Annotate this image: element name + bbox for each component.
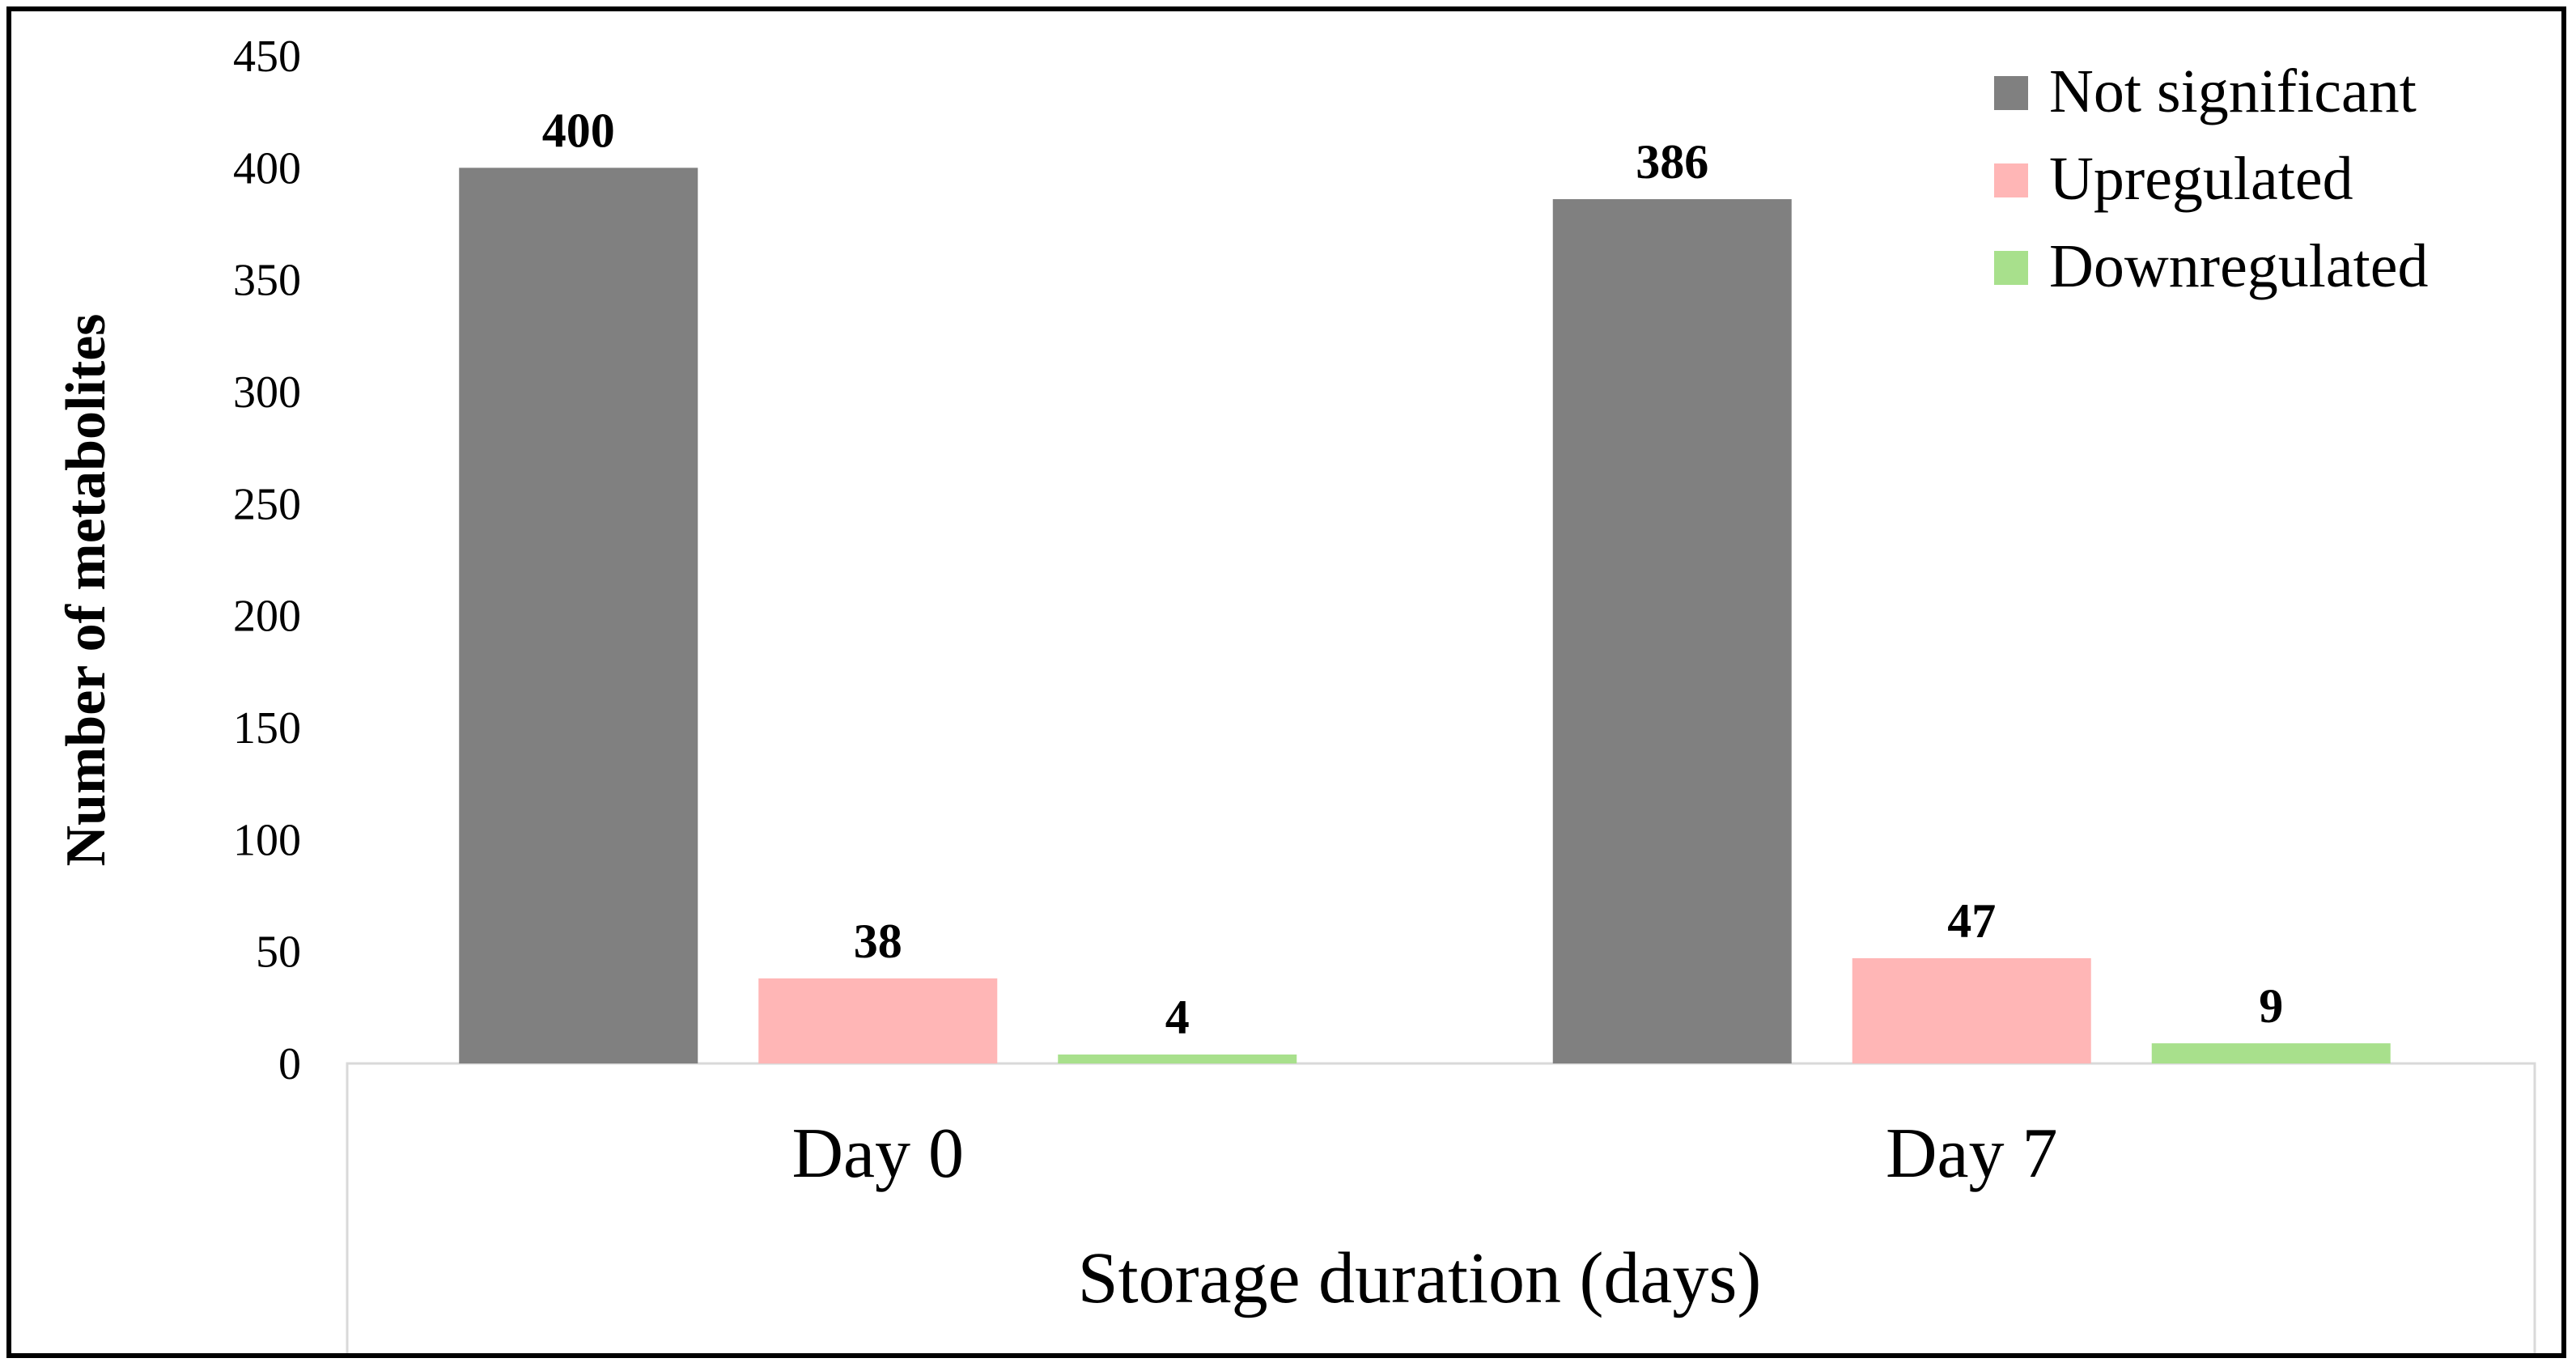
y-axis-ticks: 0 50 100 150 200 250 300 350 400 450 <box>233 32 301 1089</box>
y-tick-label: 0 <box>278 1039 301 1089</box>
bar-chart: 0 50 100 150 200 250 300 350 400 450 400 38 4 386 47 9… <box>55 32 2536 1353</box>
data-label: 386 <box>1636 135 1708 189</box>
data-label: 400 <box>542 104 615 157</box>
legend-swatch <box>1994 163 2028 197</box>
x-axis-title: Storage duration (days) <box>1078 1238 1762 1318</box>
bar-not-significant-day-0 <box>459 168 698 1063</box>
bar-downregulated-day-0 <box>1058 1054 1297 1063</box>
chart-frame: 0 50 100 150 200 250 300 350 400 450 400 38 4 386 47 9… <box>6 6 2566 1358</box>
y-axis-title: Number of metabolites <box>55 313 117 866</box>
bar-not-significant-day-7 <box>1552 199 1792 1064</box>
data-label: 4 <box>1165 991 1190 1044</box>
data-label: 47 <box>1947 894 1996 948</box>
y-tick-label: 350 <box>233 256 301 306</box>
legend: Not significant Upregulated Downregulated <box>1994 57 2429 300</box>
x-axis-panel <box>346 1062 2536 1353</box>
x-category-label: Day 7 <box>1886 1114 2058 1193</box>
legend-label: Upregulated <box>2049 145 2353 213</box>
y-tick-label: 300 <box>233 367 301 418</box>
y-tick-label: 150 <box>233 703 301 753</box>
y-tick-label: 250 <box>233 479 301 529</box>
category-labels: Day 0 Day 7 <box>791 1114 2057 1193</box>
data-label: 9 <box>2259 979 2283 1033</box>
legend-label: Downregulated <box>2049 232 2429 300</box>
legend-swatch <box>1994 76 2028 110</box>
y-tick-label: 450 <box>233 32 301 82</box>
y-tick-label: 50 <box>256 927 301 978</box>
bars-group: 400 38 4 386 47 9 <box>459 104 2391 1064</box>
legend-swatch <box>1994 251 2028 285</box>
y-tick-label: 400 <box>233 143 301 193</box>
y-tick-label: 100 <box>233 815 301 865</box>
x-axis-band <box>346 1062 2536 1353</box>
data-label: 38 <box>854 915 902 968</box>
bar-upregulated-day-0 <box>758 978 998 1063</box>
x-category-label: Day 0 <box>791 1114 964 1193</box>
bar-upregulated-day-7 <box>1852 957 2091 1063</box>
y-tick-label: 200 <box>233 592 301 642</box>
bar-downregulated-day-7 <box>2151 1043 2391 1063</box>
legend-label: Not significant <box>2049 57 2417 125</box>
